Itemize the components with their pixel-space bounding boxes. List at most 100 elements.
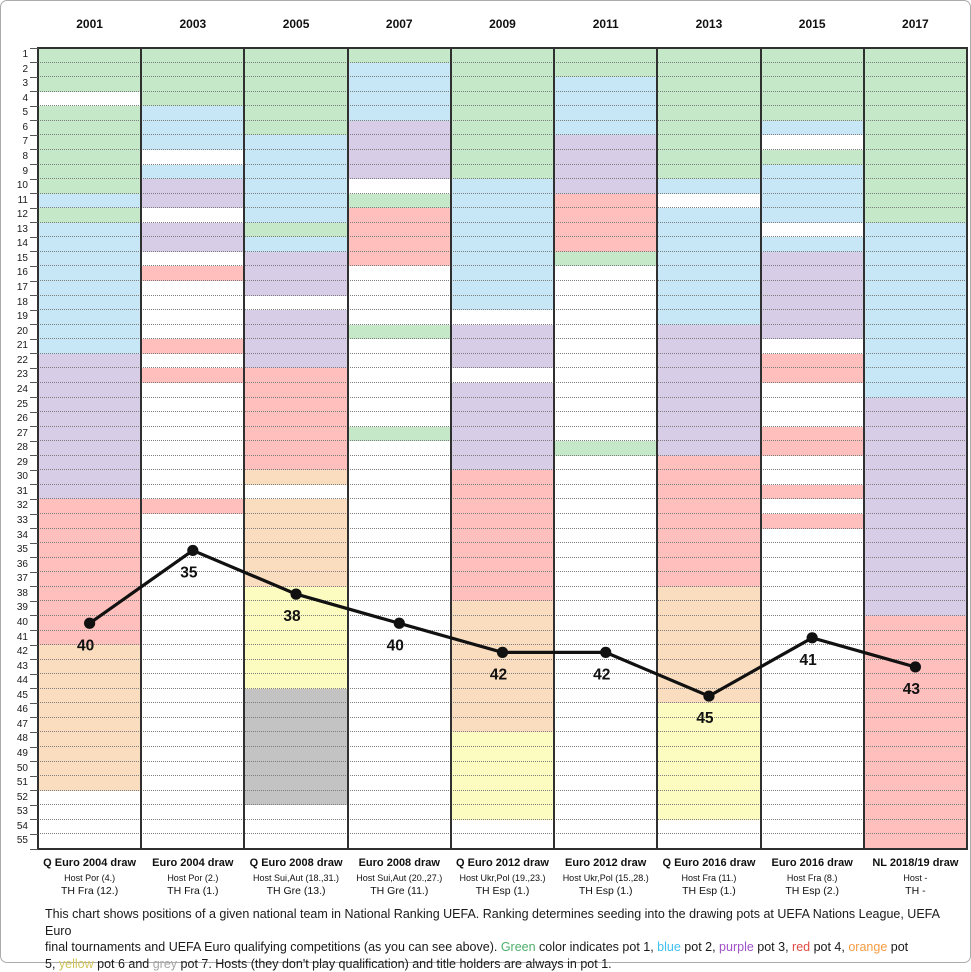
pot-band-cell <box>554 630 658 646</box>
pot-band-cell <box>38 164 142 180</box>
pot-band-cell <box>244 732 348 748</box>
pot-band-cell <box>347 572 451 587</box>
pot-band-cell <box>244 193 348 209</box>
pot-band-cell <box>863 149 967 165</box>
pot-band-cell <box>554 281 658 296</box>
pot-band-cell <box>450 674 555 689</box>
pot-band-cell <box>863 528 967 544</box>
pot-band-cell <box>450 120 555 136</box>
pot-band-cell <box>760 470 864 485</box>
pot-band-cell <box>141 368 245 383</box>
pot-band-cell <box>657 62 761 78</box>
pot-band-cell <box>450 659 555 675</box>
row-tick-mark <box>30 62 38 64</box>
pot-band-cell <box>347 674 451 689</box>
pot-band-cell <box>38 747 142 762</box>
row-tick-mark <box>30 498 38 500</box>
pot-band-cell <box>141 747 245 762</box>
pot-band-cell <box>554 193 658 209</box>
pot-band-cell <box>141 586 245 602</box>
pot-band-cell <box>141 149 245 165</box>
host-label: Host Fra (8.) <box>786 873 838 883</box>
pot-band-cell <box>244 426 348 442</box>
pot-band-cell <box>657 193 761 209</box>
pot-band-cell <box>657 382 761 398</box>
pot-band-cell <box>347 441 451 456</box>
row-tick-mark <box>30 265 38 267</box>
row-number-label: 48 <box>16 733 28 745</box>
row-tick-mark <box>30 251 38 253</box>
pot-band-cell <box>760 48 864 63</box>
pot-band-cell <box>863 776 967 791</box>
pot-band-cell <box>657 441 761 456</box>
pot-band-cell <box>141 514 245 529</box>
pot-band-cell <box>450 208 555 223</box>
pot-band-cell <box>657 761 761 777</box>
pot-band-cell <box>554 179 658 194</box>
pot-band-cell <box>244 630 348 646</box>
pot-band-cell <box>141 470 245 485</box>
pot-band-cell <box>141 703 245 718</box>
pot-band-cell <box>863 397 967 413</box>
pot-band-cell <box>554 834 658 849</box>
pot-band-cell <box>347 77 451 92</box>
pot-band-cell <box>38 251 142 267</box>
pot-band-cell <box>657 266 761 282</box>
pot-band-cell <box>244 674 348 689</box>
pot-band-cell <box>657 747 761 762</box>
row-number-label: 13 <box>16 223 28 235</box>
pot-band-cell <box>657 805 761 820</box>
pot-band-cell <box>450 164 555 180</box>
row-number-label: 51 <box>16 777 28 789</box>
row-number-label: 27 <box>16 427 28 439</box>
pot-band-cell <box>760 91 864 107</box>
pot-band-cell <box>450 747 555 762</box>
pot-band-cell <box>450 688 555 704</box>
pot-band-cell <box>38 77 142 92</box>
pot-band-cell <box>657 324 761 340</box>
pot-band-cell <box>760 412 864 427</box>
row-tick-mark <box>30 382 38 384</box>
pot-band-cell <box>554 499 658 515</box>
pot-band-cell <box>450 776 555 791</box>
pot-band-cell <box>141 834 245 849</box>
row-number-label: 12 <box>16 209 28 221</box>
title-holder-label: TH Esp (1.) <box>578 885 633 897</box>
pot-band-cell <box>38 368 142 383</box>
pot-band-cell <box>244 310 348 325</box>
title-holder-label: TH Esp (2.) <box>785 885 839 897</box>
column-separator-line <box>346 47 349 850</box>
pot-band-cell <box>347 601 451 616</box>
pot-band-cell <box>863 368 967 383</box>
pot-band-cell <box>450 106 555 121</box>
pot-band-cell <box>450 557 555 573</box>
pot-band-cell <box>863 193 967 209</box>
pot-band-cell <box>450 586 555 602</box>
row-number-label: 9 <box>22 165 28 177</box>
host-label: Host Por (4.) <box>64 873 116 883</box>
row-tick-mark <box>30 833 38 835</box>
pot-band-cell <box>38 805 142 820</box>
pot-band-cell <box>38 499 142 515</box>
pot-band-cell <box>554 688 658 704</box>
pot-band-cell <box>657 484 761 500</box>
row-number-label: 49 <box>16 748 28 760</box>
pot-band-cell <box>141 790 245 806</box>
host-label: Host Fra (11.) <box>681 873 737 883</box>
pot-band-cell <box>141 674 245 689</box>
pot-band-cell <box>657 717 761 733</box>
pot-band-cell <box>38 790 142 806</box>
pot-band-cell <box>657 179 761 194</box>
row-tick-mark <box>30 338 38 340</box>
pot-band-cell <box>863 295 967 311</box>
pot-band-cell <box>347 645 451 660</box>
pot-band-cell <box>657 659 761 675</box>
row-number-label: 33 <box>16 515 28 527</box>
pot-band-cell <box>657 281 761 296</box>
draw-title-label: Euro 2016 draw <box>771 857 853 869</box>
host-label: Host Sui,Aut (18.,31.) <box>253 873 340 883</box>
row-tick-mark <box>30 790 38 792</box>
row-number-label: 38 <box>16 587 28 599</box>
pot-band-cell <box>38 324 142 340</box>
pot-band-cell <box>554 601 658 616</box>
